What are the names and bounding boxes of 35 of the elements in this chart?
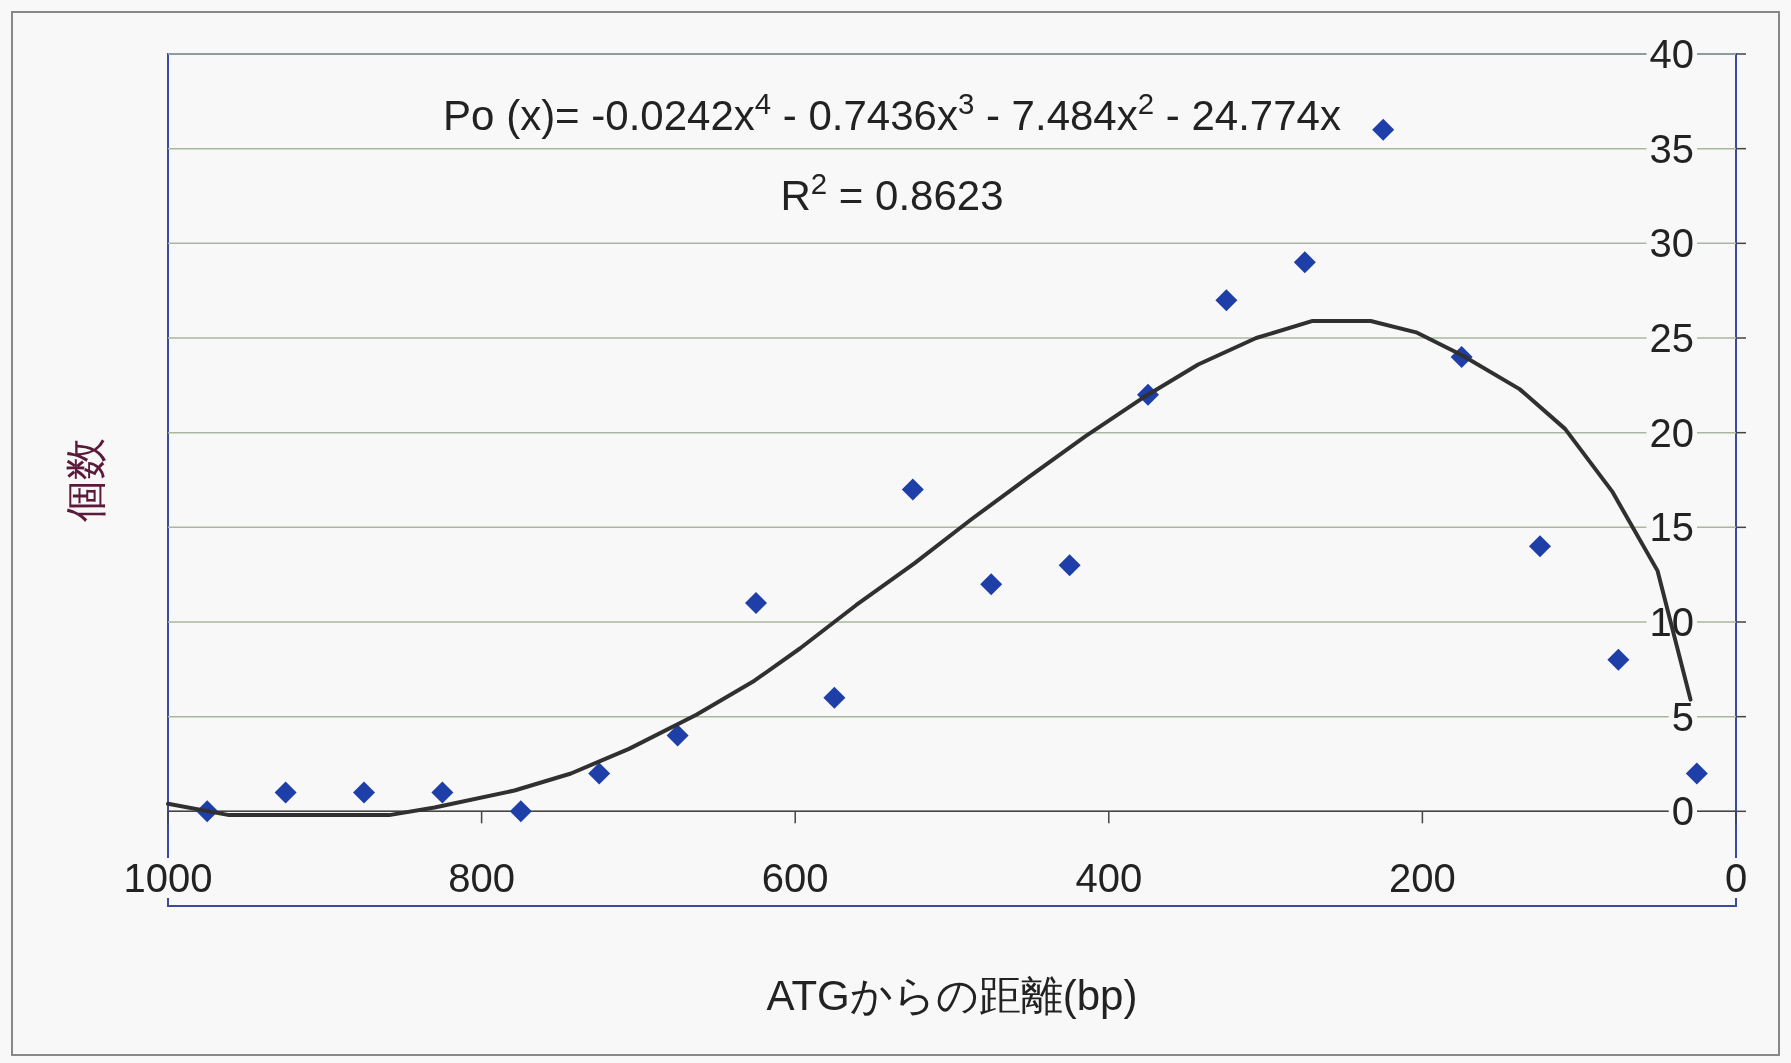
point <box>1372 118 1395 141</box>
x-tick-label: 600 <box>761 856 829 900</box>
annotation: Po (x)= -0.0242x$^{4}$ - 0.7436x$^{3}$ - 7.484x$^{2}$ - 24.774x <box>443 86 1341 139</box>
x-tick-label: 400 <box>1075 856 1143 900</box>
point <box>509 800 532 823</box>
x-tick-label: 0 <box>1724 856 1748 900</box>
point <box>1293 251 1316 274</box>
point <box>1058 554 1081 577</box>
y-tick-label: 25 <box>1649 316 1694 360</box>
point <box>901 478 924 501</box>
point <box>274 781 297 804</box>
y-axis-title: 個数 <box>62 438 109 522</box>
x-tick-label: 1000 <box>123 856 213 900</box>
y-tick-label: 35 <box>1649 126 1694 171</box>
point <box>1685 762 1708 785</box>
point <box>980 573 1003 596</box>
point <box>1607 648 1630 671</box>
y-tick-label: 20 <box>1649 410 1694 455</box>
y-tick-label: 0 <box>1671 789 1694 834</box>
x-tick-label: 200 <box>1389 856 1456 900</box>
y-tick-label: 5 <box>1671 694 1694 739</box>
point <box>1529 535 1551 558</box>
point <box>588 762 611 785</box>
point <box>431 781 454 804</box>
point <box>823 686 846 709</box>
y-tick-label: 30 <box>1649 221 1694 266</box>
point <box>745 592 767 615</box>
annotation: R$^{2}$ = 0.8623 <box>780 166 1004 219</box>
y-tick-label: 15 <box>1649 505 1694 550</box>
point <box>1215 289 1238 312</box>
point <box>666 724 689 747</box>
x-tick-label: 800 <box>448 856 515 900</box>
x-axis-title: ATGからの距離(bp) <box>766 972 1138 1019</box>
y-tick-label: 40 <box>1649 32 1694 76</box>
point <box>353 781 375 804</box>
